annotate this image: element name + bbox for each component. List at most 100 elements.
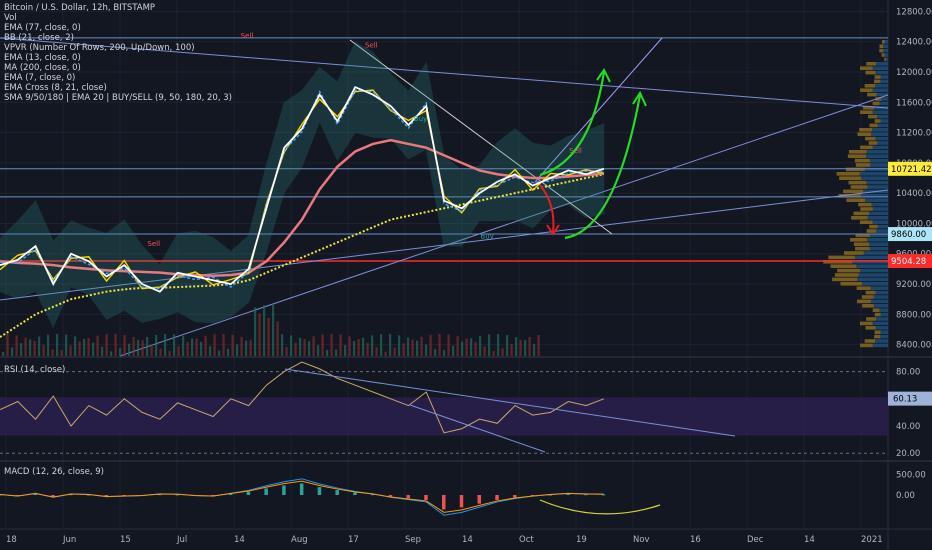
macd-histogram-bar [495,495,499,500]
vpvr-bar-up [885,57,888,62]
x-tick-label: 16 [690,535,701,545]
volume-bar [83,338,86,356]
indicator-ema77[interactable]: EMA (77, close, 0) [4,23,81,33]
volume-bar [209,346,212,356]
vpvr-bar-up [869,211,888,216]
vpvr-bar-down [857,132,872,136]
symbol-title[interactable]: Bitcoin / U.S. Dollar, 12h, BITSTAMP [4,3,156,13]
volume-bar [60,350,63,356]
rsi-pane-label[interactable]: RSI (14, close) [4,365,66,375]
volume-bar [267,317,270,356]
volume-bar [402,343,405,356]
vpvr-bar-down [859,220,873,224]
vpvr-bar-down [832,277,858,282]
vpvr-bar-up [860,194,888,198]
price-tick-label: 10400.00 [896,189,932,199]
macd-signal-line [0,480,604,513]
vpvr-bar-down [879,48,884,53]
vpvr-bar-down [875,97,882,101]
vpvr-bar-up [870,233,888,238]
vpvr-bar-down [872,308,880,312]
volume-bar [429,334,432,356]
volume-bar [461,341,464,356]
vpvr-bar-down [854,158,870,163]
volume-bar [443,350,446,356]
vpvr-bar-up [880,75,888,79]
indicator-sma-buy-sell[interactable]: SMA 9/50/180 | EMA 20 | BUY/SELL (9, 50,… [4,93,232,103]
vpvr-bar-up [884,40,888,44]
volume-bar [191,338,194,356]
macd-histogram-bar [424,495,428,500]
indicator-vpvr[interactable]: VPVR (Number Of Rows, 200, Up/Down, 100) [4,43,195,53]
sell-label: Sell [147,240,160,248]
macd-histogram-bar [513,495,517,498]
vpvr-bar-up [867,185,888,189]
indicator-ema-cross[interactable]: EMA Cross (8, 21, close) [4,83,107,93]
volume-bar [222,334,225,356]
price-label-text: 9860.00 [891,230,926,240]
price-tick-label: 12800.00 [896,7,932,17]
vpvr-bar-up [857,277,888,282]
x-tick-label: 18 [6,535,17,545]
volume-bar [501,348,504,356]
price-tick-label: 12400.00 [896,38,932,48]
macd-histogram-bar [86,494,91,496]
price-line [0,85,605,293]
macd-histogram-bar [370,494,375,496]
macd-pane-label[interactable]: MACD (12, 26, close, 9) [4,467,104,477]
volume-bar [24,337,27,356]
vpvr-bar-up [858,273,888,277]
volume-bar [483,346,486,356]
vpvr-bar-up [872,207,888,211]
indicator-vol[interactable]: Vol [4,13,17,23]
volume-bar [510,343,513,356]
vpvr-bar-up [880,330,888,334]
vpvr-bar-up [879,101,888,106]
macd-histogram-bar [566,493,570,495]
macd-histogram-bar [317,487,322,495]
volume-bar [281,334,284,356]
volume-bar [159,348,162,356]
volume-bar [371,335,374,356]
vpvr-bar-down [874,119,881,123]
volume-bar [33,340,36,356]
indicator-ema13[interactable]: EMA (13, close, 0) [4,53,81,63]
vpvr-bar-up [877,141,888,145]
vpvr-bar-down [860,343,873,348]
vpvr-bar-up [864,167,888,172]
vpvr-bar-down [874,312,881,317]
macd-histogram-bar [282,485,286,495]
vpvr-bar-down [867,92,877,97]
vpvr-bar-up [856,264,888,268]
volume-bar [290,335,293,356]
indicator-ema7[interactable]: EMA (7, close, 0) [4,73,76,83]
vpvr-bar-down [869,123,878,128]
indicator-ma200[interactable]: MA (200, close, 0) [4,63,81,73]
volume-bar [146,336,149,356]
macd-histogram-bar [51,495,55,497]
vpvr-bar-up [875,70,888,75]
macd-histogram-bar [157,494,162,496]
ema77-line [0,138,604,277]
volume-bar [258,313,261,356]
volume-bar [524,340,527,356]
macd-histogram-bar [548,494,553,496]
vpvr-bar-down [866,62,877,66]
rsi-trendline [284,368,736,437]
vpvr-bar-down [855,163,871,167]
ma200-line [0,173,605,338]
volume-bar [479,335,482,356]
price-tick-label: 11200.00 [896,129,932,139]
volume-bar [177,346,180,356]
volume-bar [330,334,333,356]
volume-bar [218,350,221,356]
x-tick-label: 14 [462,535,473,545]
volume-bar [173,334,176,356]
volume-bar [452,345,455,356]
indicator-bb[interactable]: BB (21, close, 2) [4,33,74,43]
volume-bar [312,336,315,356]
vpvr-bar-down [874,334,881,339]
vpvr-bar-up [870,286,888,290]
volume-bar [69,345,72,356]
